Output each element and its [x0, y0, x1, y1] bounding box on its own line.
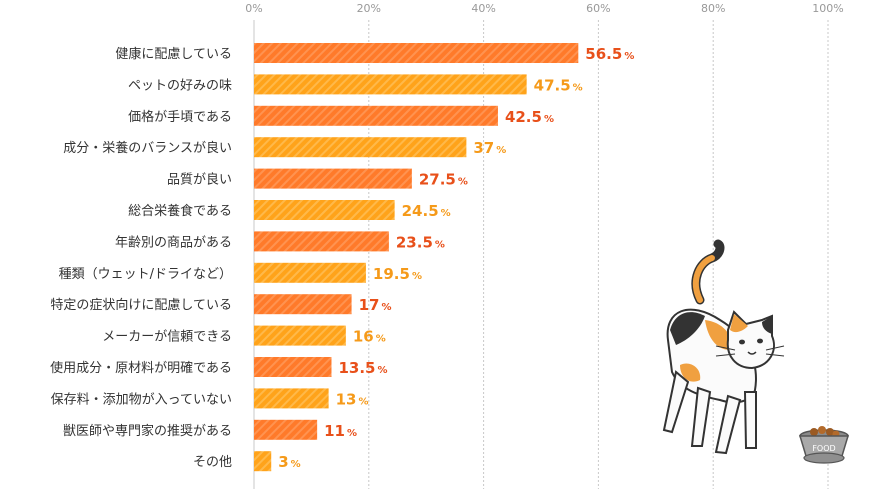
category-label: 品質が良い — [167, 172, 232, 188]
value-number: 19.5 — [373, 265, 410, 283]
value-unit: % — [358, 396, 368, 407]
bars — [254, 43, 579, 472]
bar — [254, 262, 366, 283]
value-labels: 56.5 %47.5 %42.5 %37 %27.5 %24.5 %23.5 %19.5 %17… — [278, 45, 634, 471]
value-number: 27.5 — [419, 171, 456, 189]
bar — [254, 357, 332, 377]
x-tick-label: 20% — [357, 2, 381, 15]
bar — [254, 74, 527, 95]
value-number: 16 — [353, 328, 374, 346]
value-unit: % — [291, 459, 301, 470]
category-label: 種類（ウェット/ドライなど） — [59, 266, 232, 282]
value-unit: % — [381, 302, 391, 313]
category-label: 年齢別の商品がある — [115, 235, 232, 250]
category-label: 健康に配慮している — [115, 46, 232, 62]
value-number: 11 — [324, 422, 345, 440]
value-label: 11% — [324, 422, 357, 440]
cat-illustration — [662, 239, 785, 455]
value-unit: % — [573, 82, 583, 93]
food-bowl-icon: FOOD — [798, 426, 850, 464]
category-label: 総合栄養食である — [128, 203, 232, 219]
value-unit: % — [435, 239, 445, 250]
category-label: メーカーが信頼できる — [102, 330, 232, 345]
value-number: 42.5 — [505, 108, 542, 126]
value-label: 16% — [353, 328, 386, 346]
value-label: 23.5% — [396, 233, 445, 251]
bar — [254, 105, 498, 126]
x-tick-label: 100% — [812, 2, 843, 15]
x-tick-label: 80% — [701, 2, 725, 15]
value-label: 13% — [336, 390, 369, 408]
value-number: 17 — [359, 296, 380, 314]
category-label: ペットの好みの味 — [128, 78, 232, 93]
value-label: 47.5% — [534, 76, 583, 94]
value-unit: % — [412, 271, 422, 282]
bar — [254, 231, 389, 252]
category-label: 保存料・添加物が入っていない — [51, 392, 232, 407]
value-number: 24.5 — [402, 202, 439, 220]
value-label: 19.5% — [373, 265, 422, 283]
value-unit: % — [544, 114, 554, 125]
value-number: 47.5 — [534, 76, 571, 94]
category-label: 獣医師や専門家の推奨がある — [63, 423, 232, 439]
bar — [254, 168, 412, 189]
x-tick-label: 0% — [245, 2, 262, 15]
value-label: 24.5% — [402, 202, 451, 220]
bar — [254, 325, 346, 346]
value-unit: % — [458, 177, 468, 188]
x-tick-label: 60% — [586, 2, 610, 15]
category-label: 成分・栄養のバランスが良い — [63, 140, 232, 156]
value-unit: % — [441, 208, 451, 219]
value-label: 42.5% — [505, 108, 554, 126]
category-labels: 健康に配慮しているペットの好みの味価格が手頃である成分・栄養のバランスが良い品質… — [50, 46, 232, 470]
value-label: 27.5% — [419, 171, 468, 189]
value-number: 23.5 — [396, 233, 433, 251]
value-number: 13.5 — [338, 359, 375, 377]
x-tick-label: 40% — [471, 2, 495, 15]
value-unit: % — [624, 51, 634, 62]
bar — [254, 137, 467, 158]
bar — [254, 388, 329, 409]
value-label: 17% — [359, 296, 392, 314]
bar — [254, 200, 395, 220]
value-number: 3 — [278, 453, 288, 471]
value-unit: % — [347, 428, 357, 439]
category-label: 特定の症状向けに配慮している — [50, 297, 232, 313]
bar — [254, 294, 352, 315]
category-label: その他 — [193, 455, 232, 470]
axis-ticks: 0% 20% 40% 60% 80% 100% — [245, 2, 843, 15]
category-label: 使用成分・原材料が明確である — [50, 360, 232, 376]
value-label: 13.5% — [338, 359, 387, 377]
value-label: 3% — [278, 453, 300, 471]
bowl-label: FOOD — [812, 444, 835, 453]
value-number: 56.5 — [585, 45, 622, 63]
value-unit: % — [496, 145, 506, 156]
bar — [254, 451, 272, 472]
value-label: 37% — [473, 139, 506, 157]
grid-lines — [253, 20, 829, 489]
value-number: 37 — [473, 139, 494, 157]
value-unit: % — [376, 334, 386, 345]
value-number: 13 — [336, 390, 357, 408]
category-label: 価格が手頃である — [128, 109, 232, 125]
bar — [254, 419, 318, 440]
value-unit: % — [378, 365, 388, 376]
value-label: 56.5% — [585, 45, 634, 63]
bar — [254, 43, 579, 63]
